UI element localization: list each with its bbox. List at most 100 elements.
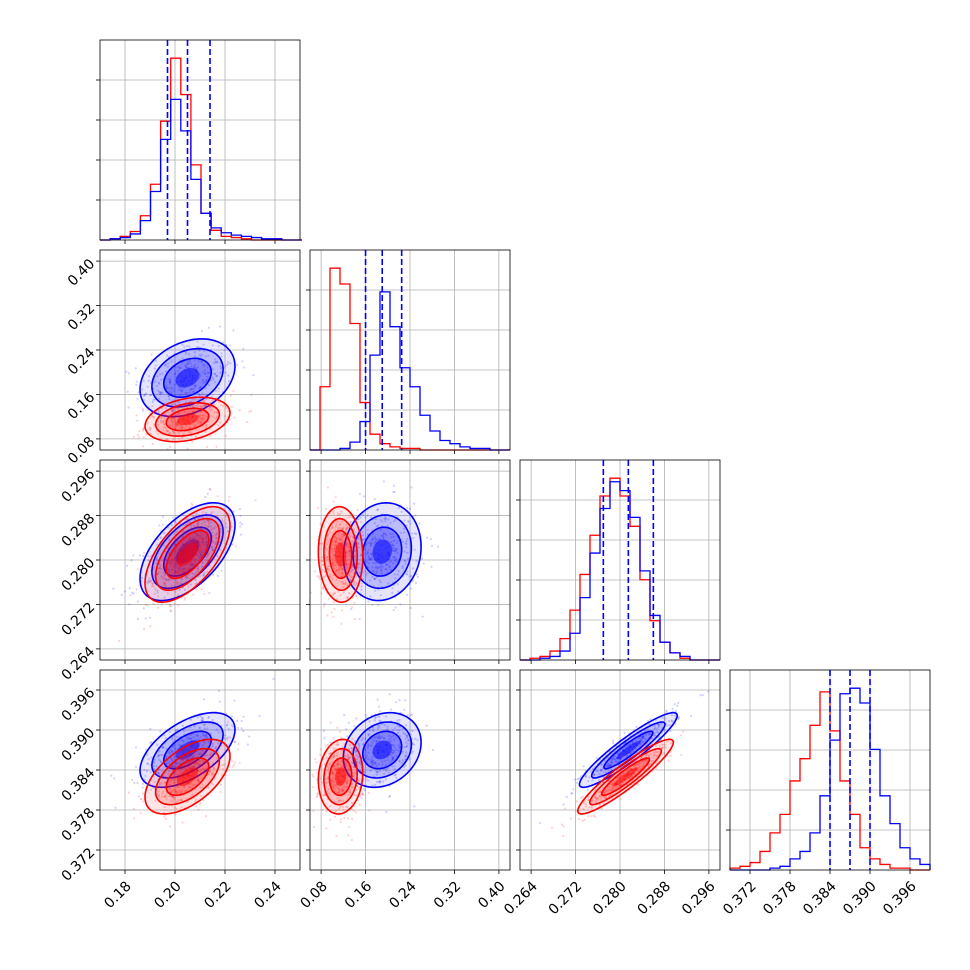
sample-point [176,762,179,765]
sample-point [340,520,344,523]
sample-point [326,486,330,489]
sample-point [202,350,206,353]
contour-blue [352,514,413,590]
sample-point [194,578,197,582]
sample-point [398,759,401,762]
sample-point [164,384,168,387]
sample-point [164,781,167,784]
sample-point [160,415,164,418]
sample-point [191,562,194,566]
sample-point [386,767,389,771]
sample-point [642,736,645,740]
sample-point [437,545,440,548]
sample-point [228,509,231,512]
sample-point [319,523,322,526]
sample-point [188,764,191,767]
sample-point [200,359,203,363]
sample-point [326,614,329,617]
sample-point [160,781,163,785]
sample-point [379,580,382,584]
sample-point [398,698,401,702]
sample-point [354,811,358,814]
sample-point [171,543,175,546]
sample-point [175,397,178,401]
sample-point [213,381,217,384]
sample-point [367,758,370,761]
sample-point [187,353,191,356]
sample-point [190,388,193,391]
sample-point [156,743,159,747]
sample-point [594,796,597,799]
sample-point [239,533,242,536]
sample-point [228,495,231,498]
sample-point [163,426,167,429]
sample-point [375,739,379,743]
sample-point [188,754,191,757]
sample-point [151,584,154,588]
sample-point [644,729,647,732]
sample-point [671,707,674,710]
sample-point [178,771,181,774]
sample-point [236,363,239,367]
sample-point [334,520,337,523]
sample-point [581,819,585,822]
sample-point [206,727,209,730]
sample-point [669,754,672,757]
sample-point [188,760,191,764]
sample-point [142,379,145,383]
sample-point [210,408,213,411]
sample-point [341,760,344,763]
sample-point [136,568,139,571]
sample-point [164,584,167,587]
sample-point [202,404,205,407]
sample-point [333,559,336,562]
sample-point [368,720,371,723]
sample-point [173,563,176,566]
sample-point [401,758,404,762]
sample-point [211,771,215,774]
sample-point [347,592,351,595]
sample-point [331,760,334,763]
sample-point [211,395,214,398]
sample-point [390,543,394,546]
sample-point [365,543,368,546]
sample-point [173,420,176,423]
sample-point [219,367,222,370]
sample-point [189,536,192,539]
sample-point [196,762,199,765]
sample-point [393,749,396,753]
sample-point [203,761,206,764]
sample-point [201,565,204,568]
sample-point [212,557,215,560]
sample-point [166,386,169,389]
sample-point [220,764,224,767]
sample-point [332,786,335,790]
sample-point [375,735,379,738]
sample-point [345,541,348,544]
sample-point [196,538,199,541]
sample-point [598,779,601,782]
sample-point [186,517,189,520]
sample-point [391,549,394,553]
sample-point [201,538,204,541]
sample-point [215,375,218,378]
sample-point [183,567,186,570]
sample-point [331,557,334,561]
sample-point [348,579,352,582]
sample-point [178,366,181,370]
sample-point [639,762,642,765]
sample-point [407,739,410,742]
sample-point [321,587,325,590]
sample-point [366,514,369,517]
sample-point [184,575,187,579]
sample-point [184,424,188,427]
sample-point [207,525,211,528]
sample-point [212,783,215,786]
sample-point [404,699,407,702]
sample-point [670,750,673,753]
sample-point [373,540,377,543]
sample-point [180,799,183,802]
sample-point [217,689,221,693]
sample-point [608,788,611,792]
sample-point [152,585,155,588]
